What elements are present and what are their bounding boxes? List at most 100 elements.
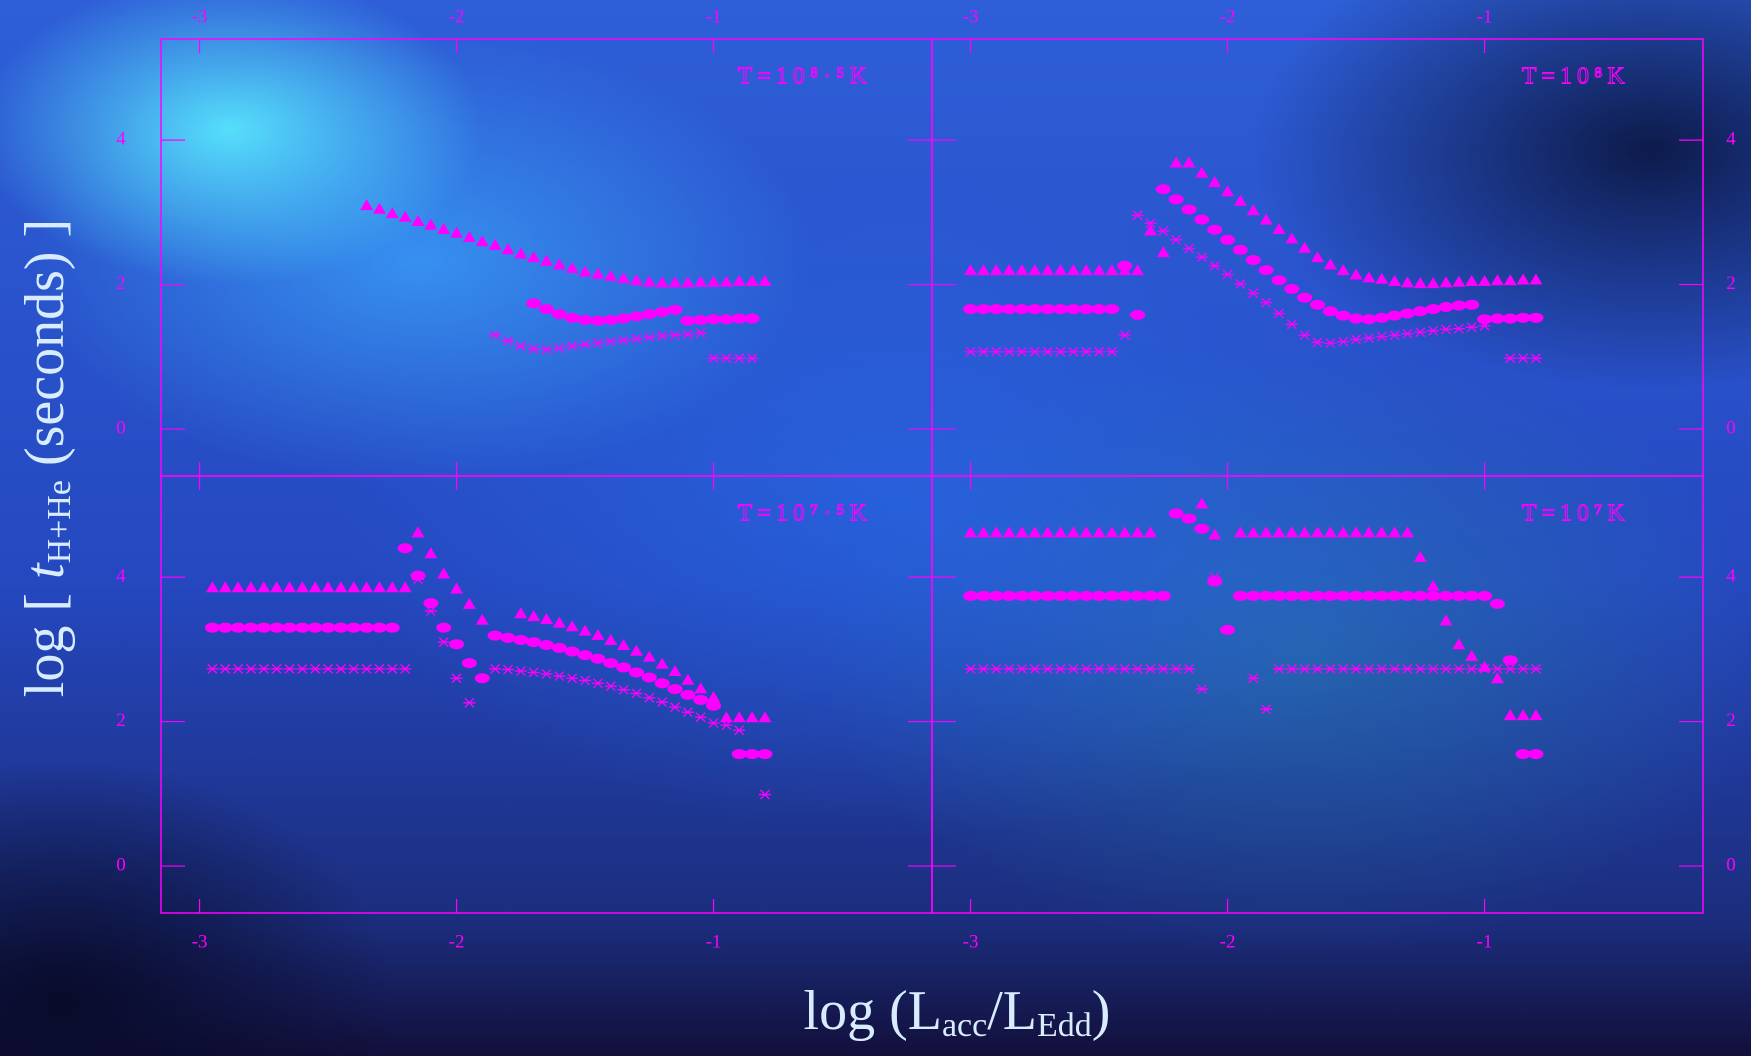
cross-marker xyxy=(1452,323,1465,334)
y-tick-label: 0 xyxy=(116,417,126,438)
circle-marker xyxy=(1284,283,1300,294)
cross-marker xyxy=(1324,338,1337,349)
x-tick-label: -3 xyxy=(192,6,208,27)
circle-marker xyxy=(731,313,747,324)
cross-marker xyxy=(1388,330,1401,341)
triangle-marker xyxy=(1336,264,1350,276)
triangle-marker xyxy=(1503,274,1517,286)
circle-marker xyxy=(1001,590,1017,601)
cross-marker xyxy=(437,637,450,648)
circle-marker xyxy=(1014,304,1030,315)
cross-marker xyxy=(681,329,694,340)
cross-marker xyxy=(1362,663,1375,674)
circle-marker xyxy=(1515,312,1531,323)
cross-marker xyxy=(244,663,257,674)
circle-marker xyxy=(269,622,285,633)
triangle-marker xyxy=(1079,264,1093,276)
triangle-marker xyxy=(1169,156,1183,168)
triangle-marker xyxy=(437,567,451,579)
y-tick-label: 2 xyxy=(116,273,126,294)
circle-marker xyxy=(282,622,297,633)
triangle-marker xyxy=(1272,222,1286,234)
y-tick-label: 4 xyxy=(1726,128,1736,149)
circle-marker xyxy=(1027,590,1043,601)
circle-marker xyxy=(1194,523,1210,534)
triangle-marker xyxy=(1246,526,1260,538)
cross-marker xyxy=(591,338,604,349)
triangle-marker xyxy=(964,264,978,276)
circle-marker xyxy=(1078,304,1094,315)
cross-marker xyxy=(270,663,283,674)
triangle-marker xyxy=(1298,241,1312,253)
cross-marker xyxy=(1298,663,1311,674)
cross-marker xyxy=(347,663,360,674)
cross-marker xyxy=(1517,663,1530,674)
cross-marker xyxy=(399,663,412,674)
cross-marker xyxy=(1375,331,1388,342)
y-tick-label: 0 xyxy=(1726,854,1736,875)
circle-marker xyxy=(1387,310,1403,321)
triangle-marker xyxy=(385,207,399,219)
triangle-marker xyxy=(475,235,489,247)
cross-marker xyxy=(566,673,579,684)
triangle-marker xyxy=(1182,156,1196,168)
cross-marker xyxy=(733,353,746,364)
cross-marker xyxy=(977,346,990,357)
y-label-part: log [ xyxy=(14,579,76,697)
circle-marker xyxy=(641,309,657,320)
cross-marker xyxy=(1350,663,1363,674)
cross-marker xyxy=(1298,330,1311,341)
triangle-marker xyxy=(411,526,425,538)
circle-marker xyxy=(616,313,632,324)
triangle-marker xyxy=(1323,526,1337,538)
triangle-marker xyxy=(1002,526,1016,538)
cross-marker xyxy=(707,718,720,728)
triangle-marker xyxy=(1426,277,1440,289)
triangle-marker xyxy=(1375,272,1389,284)
circle-marker xyxy=(1040,590,1056,601)
cross-marker xyxy=(1028,346,1041,357)
triangle-marker xyxy=(629,644,643,656)
circle-marker xyxy=(667,304,683,315)
cross-marker xyxy=(257,663,270,674)
triangle-marker xyxy=(1041,264,1055,276)
circle-marker xyxy=(1117,260,1133,271)
triangle-marker xyxy=(1285,232,1299,244)
circle-marker xyxy=(397,543,413,554)
x-label-part: Edd xyxy=(1037,1007,1092,1044)
circle-marker xyxy=(1502,655,1518,666)
circle-marker xyxy=(1232,244,1248,255)
triangle-marker xyxy=(976,526,990,538)
cross-marker xyxy=(990,663,1003,674)
cross-marker xyxy=(527,667,540,678)
circle-marker xyxy=(539,640,554,651)
cross-marker xyxy=(1504,353,1517,364)
circle-marker xyxy=(1399,590,1415,601)
triangle-marker xyxy=(1413,277,1427,289)
circle-marker xyxy=(1220,624,1236,635)
circle-marker xyxy=(551,309,567,320)
circle-marker xyxy=(706,700,722,711)
circle-marker xyxy=(1053,304,1068,315)
cross-marker xyxy=(1440,324,1452,335)
circle-marker xyxy=(1104,304,1120,315)
circle-marker xyxy=(641,672,657,683)
circle-marker xyxy=(1310,590,1325,601)
triangle-marker xyxy=(1465,649,1479,661)
triangle-marker xyxy=(1311,251,1324,263)
cross-marker xyxy=(1003,663,1016,674)
cross-marker xyxy=(1414,663,1427,674)
circle-marker xyxy=(256,622,272,633)
cross-marker xyxy=(669,702,681,713)
cross-marker xyxy=(1015,663,1028,674)
circle-marker xyxy=(1130,309,1146,320)
cross-marker xyxy=(1465,663,1478,674)
cross-marker xyxy=(1427,325,1440,336)
circle-marker xyxy=(1335,590,1351,601)
circle-marker xyxy=(1489,313,1505,324)
circle-marker xyxy=(526,637,542,648)
circle-marker xyxy=(500,632,516,643)
cross-marker xyxy=(990,346,1003,357)
triangle-marker xyxy=(283,581,296,593)
triangle-marker xyxy=(437,222,451,234)
